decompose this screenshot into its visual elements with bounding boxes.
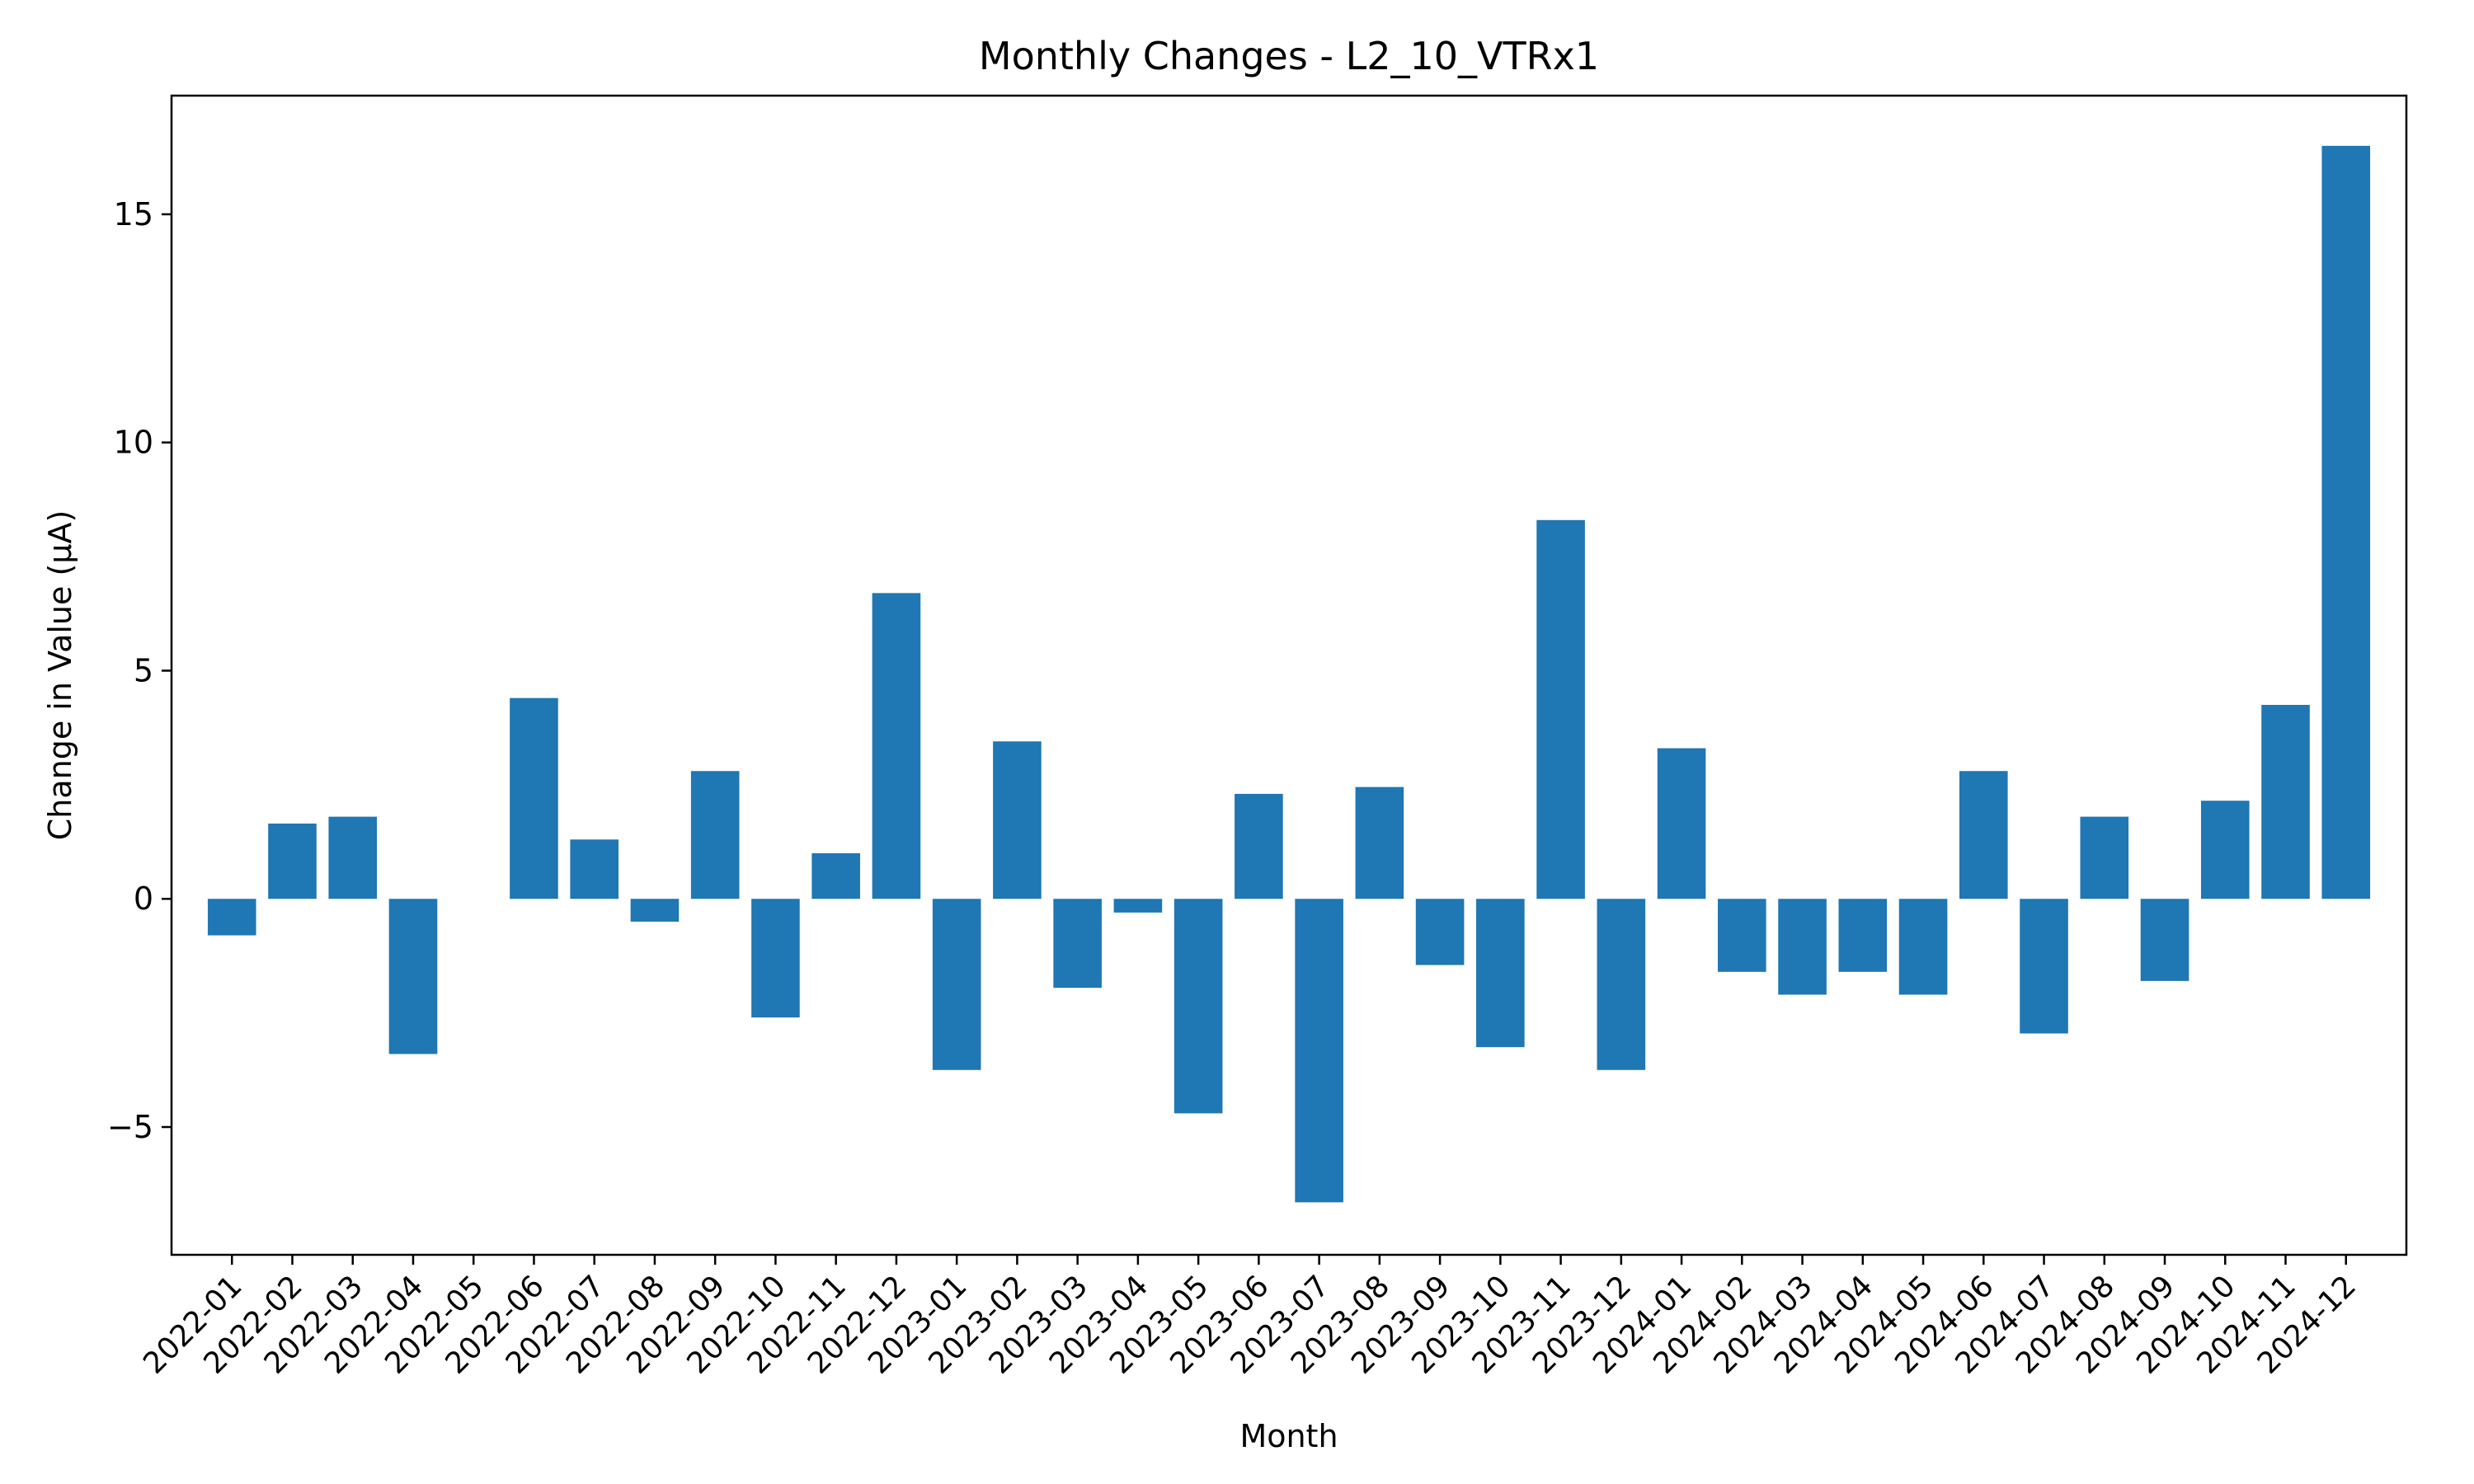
bar-2024-12 <box>2321 145 2371 899</box>
chart-title: Monthly Changes - L2_10_VTRx1 <box>979 34 1599 78</box>
bars-group <box>207 145 2371 1203</box>
bar-2023-04 <box>1113 899 1163 913</box>
plot-frame <box>170 94 2408 1256</box>
y-ticks-group: −5 0 5 10 15 <box>107 196 172 1145</box>
bar-2022-03 <box>328 816 378 899</box>
bar-2022-02 <box>268 823 317 899</box>
bar-2022-07 <box>570 839 618 899</box>
axes-group <box>170 94 2408 1256</box>
bar-2023-02 <box>993 741 1042 899</box>
bar-2023-08 <box>1355 787 1404 899</box>
bar-2023-03 <box>1053 899 1102 989</box>
y-tick-label: −5 <box>107 1109 153 1145</box>
bar-2024-10 <box>2200 801 2250 899</box>
bar-2023-05 <box>1174 899 1223 1114</box>
bar-2022-12 <box>872 593 921 899</box>
y-tick-label: 15 <box>114 196 153 232</box>
bar-2024-09 <box>2140 899 2189 981</box>
bar-2022-11 <box>811 852 860 899</box>
bar-2024-08 <box>2080 816 2129 899</box>
bar-2022-10 <box>751 899 800 1018</box>
bar-2022-04 <box>388 899 438 1054</box>
bar-2024-02 <box>1718 899 1766 972</box>
bar-2023-06 <box>1235 793 1283 899</box>
y-tick-label: 0 <box>134 881 153 917</box>
bar-2023-10 <box>1476 899 1525 1048</box>
bar-2022-08 <box>630 899 680 922</box>
bar-2024-07 <box>2020 899 2068 1034</box>
bar-2023-11 <box>1536 519 1585 899</box>
x-axis-label: Month <box>1239 1418 1338 1454</box>
bar-2024-03 <box>1778 899 1827 995</box>
x-ticks-group: 2022-012022-022022-032022-042022-052022-… <box>137 1255 2363 1381</box>
y-tick-label: 5 <box>134 652 153 688</box>
bar-2024-11 <box>2261 704 2310 899</box>
bar-2022-06 <box>510 697 558 899</box>
bar-2024-05 <box>1898 899 1948 995</box>
y-tick-label: 10 <box>114 425 153 461</box>
bar-2024-01 <box>1657 748 1706 899</box>
bar-2023-09 <box>1415 899 1465 965</box>
bar-2024-06 <box>1959 771 2008 899</box>
bar-2022-01 <box>207 899 256 936</box>
bar-2023-07 <box>1295 899 1343 1203</box>
bar-2024-04 <box>1838 899 1888 972</box>
bar-2023-12 <box>1597 899 1646 1070</box>
bar-2023-01 <box>932 899 981 1070</box>
y-axis-label: Change in Value (μA) <box>42 510 78 841</box>
bar-2022-09 <box>690 771 740 899</box>
